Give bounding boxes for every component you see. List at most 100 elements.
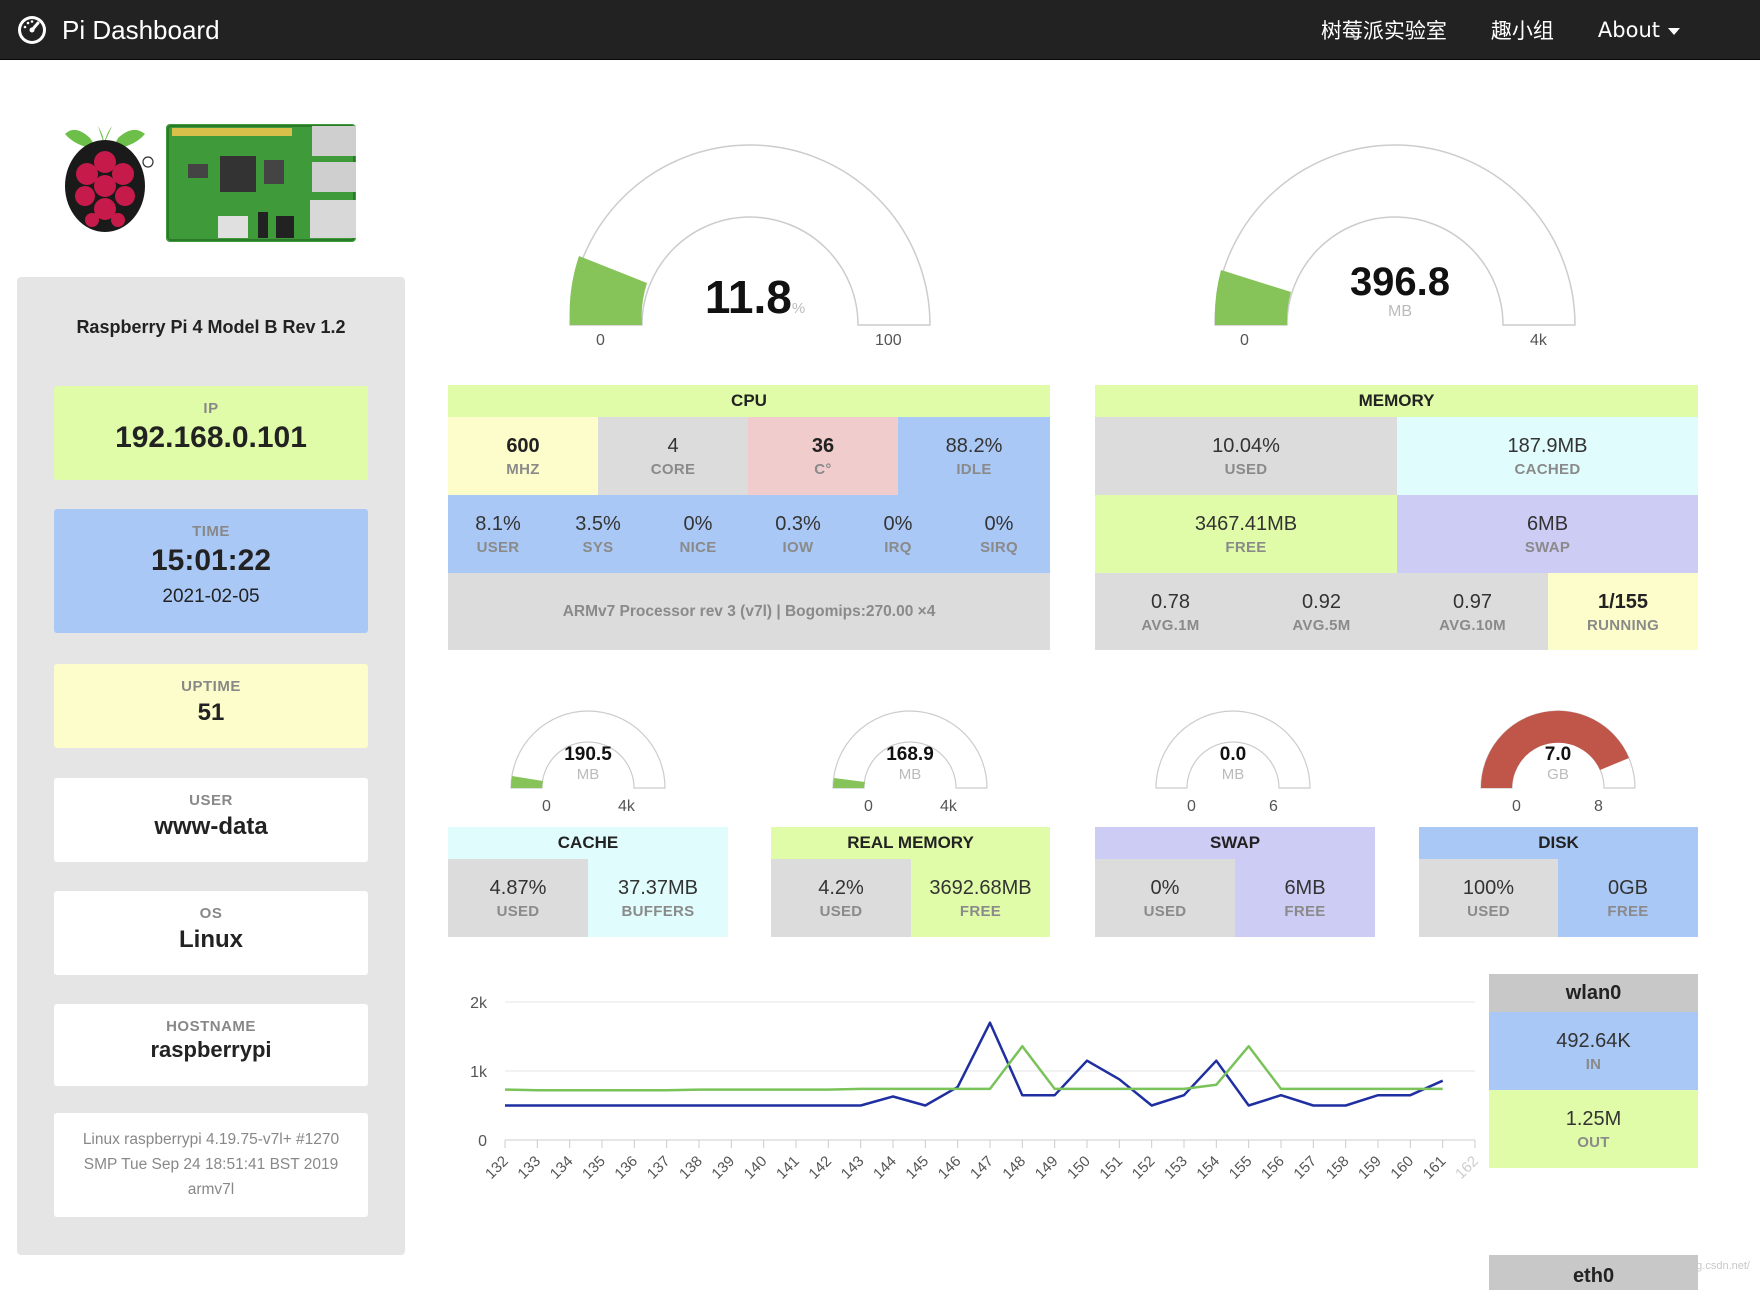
cache-gauge-min: 0 (542, 798, 551, 815)
hostname-value: raspberrypi (150, 1037, 272, 1062)
uptime-value: 51 (197, 699, 225, 726)
cpu-mhz-label: MHZ (506, 461, 540, 478)
chart-x-tick-label: 145 (902, 1153, 932, 1183)
os-label: OS (199, 905, 223, 922)
real-memory-free-value: 3692.68MB (929, 877, 1032, 899)
cpu-stat-user-value: 8.1% (475, 513, 521, 535)
dashboard-gauge-icon (18, 16, 46, 44)
brand[interactable]: Pi Dashboard (16, 0, 220, 60)
disk-used: 100% USED (1419, 859, 1558, 937)
nav-link-lab[interactable]: 树莓派实验室 (1320, 19, 1447, 43)
chart-y-tick-label: 2k (470, 995, 488, 1012)
swap-title: SWAP (1095, 827, 1375, 859)
cpu-stats-row: 8.1% USER 3.5% SYS 0% NICE 0.3% IOW 0% IRQ 0%… (448, 495, 1050, 573)
cache-buffers: 37.37MB BUFFERS (588, 859, 728, 937)
chart-x-tick-label: 143 (838, 1153, 868, 1183)
memory-table: MEMORY 10.04% USED 187.9MB CACHED 3467.4… (1095, 385, 1698, 650)
cache-gauge: 190.5 MB 0 4k (508, 706, 668, 815)
os-value: Linux (179, 926, 243, 953)
memory-gauge-fill (1214, 270, 1291, 325)
brand-title: Pi Dashboard (62, 14, 220, 45)
chart-series-line-2 (504, 1044, 1443, 1092)
cpu-stat-irq: 0% IRQ (848, 495, 948, 556)
memory-avg5-label: AVG.5M (1292, 617, 1351, 634)
real-memory-title: REAL MEMORY (771, 827, 1050, 859)
memory-gauge-min: 0 (1240, 332, 1249, 349)
os-card: OS Linux (54, 891, 368, 975)
cpu-stat-sys-value: 3.5% (575, 513, 621, 535)
hostname-label: HOSTNAME (166, 1018, 256, 1035)
cpu-stat-irq-label: IRQ (884, 539, 912, 556)
cpu-stat-sys-label: SYS (582, 539, 614, 556)
real-memory-free: 3692.68MB FREE (911, 859, 1050, 937)
ip-card: IP 192.168.0.101 (54, 386, 368, 480)
cpu-stat-iow-value: 0.3% (775, 513, 821, 535)
chart-x-tick-label: 138 (676, 1153, 706, 1183)
chart-x-tick-label: 161 (1420, 1153, 1450, 1183)
cpu-gauge-min: 0 (596, 332, 605, 349)
nav-link-group[interactable]: 趣小组 (1490, 19, 1554, 43)
cpu-gauge-fill (569, 256, 647, 325)
cache-buffers-value: 37.37MB (617, 877, 699, 899)
nav-link-about[interactable]: About (1598, 18, 1680, 42)
nav-about-label: About (1597, 18, 1660, 42)
cpu-temp-value: 36 (811, 435, 835, 457)
cpu-stat-nice: 0% NICE (648, 495, 748, 556)
memory-used: 10.04% USED (1095, 417, 1397, 495)
user-value: www-data (154, 813, 268, 840)
cpu-stat-irq-value: 0% (883, 513, 913, 535)
memory-avg1-value: 0.78 (1151, 591, 1190, 613)
chart-series-line-1 (505, 1021, 1444, 1107)
memory-avg10-value: 0.97 (1453, 591, 1492, 613)
raspberry-pi-logo-icon (65, 126, 154, 232)
real-memory-gauge-value: 168.9 (886, 744, 934, 765)
cpu-stat-iow-label: IOW (782, 539, 814, 556)
ip-label: IP (203, 400, 219, 417)
cpu-idle-label: IDLE (956, 461, 992, 478)
chart-x-tick-label: 133 (514, 1153, 544, 1183)
swap-free-value: 6MB (1284, 877, 1326, 899)
pi-board-image-icon (166, 124, 356, 242)
ip-value: 192.168.0.101 (115, 421, 307, 454)
eth0-header[interactable]: eth0 (1489, 1255, 1698, 1290)
disk-table: DISK 100% USED 0GB FREE (1419, 827, 1698, 937)
swap-gauge-max: 6 (1269, 798, 1278, 815)
cpu-stat-nice-value: 0% (683, 513, 713, 535)
wlan0-name: wlan0 (1565, 982, 1622, 1004)
cpu-temp-label: C° (814, 461, 832, 478)
cache-used-value: 4.87% (489, 877, 547, 899)
wlan0-out-value: 1.25M (1565, 1108, 1622, 1130)
swap-used-label: USED (1143, 903, 1187, 920)
cpu-gauge: 11.8% 0 100 (565, 140, 945, 349)
cpu-title: CPU (448, 385, 1050, 417)
swap-used: 0% USED (1095, 859, 1235, 937)
real-memory-gauge-fill (833, 778, 865, 788)
disk-free-value: 0GB (1607, 877, 1649, 899)
memory-running-value: 1/155 (1597, 591, 1649, 613)
chart-x-tick-label: 139 (708, 1153, 738, 1183)
memory-running-label: RUNNING (1586, 617, 1660, 634)
disk-used-value: 100% (1462, 877, 1515, 899)
cache-gauge-max: 4k (618, 798, 635, 815)
cpu-table: CPU 600 MHZ 4 CORE 36 C° 88.2% IDLE 8.1%… (448, 385, 1050, 650)
cpu-gauge-max: 100 (875, 332, 902, 349)
chart-x-tick-label: 142 (805, 1153, 835, 1183)
memory-avg10: 0.97 AVG.10M (1397, 573, 1548, 650)
chart-x-tick-label: 134 (547, 1153, 577, 1183)
cpu-core: 4 CORE (598, 417, 748, 495)
memory-avg5-value: 0.92 (1302, 591, 1341, 613)
disk-used-label: USED (1467, 903, 1510, 920)
real-memory-used-value: 4.2% (818, 877, 864, 899)
cpu-stat-sirq-value: 0% (984, 513, 1014, 535)
navbar: Pi Dashboard 树莓派实验室 趣小组 About (0, 0, 1760, 60)
chart-x-tick-label: 146 (935, 1153, 965, 1183)
wlan0-header[interactable]: wlan0 (1489, 974, 1698, 1012)
caret-down-icon (1668, 27, 1680, 35)
swap-gauge-unit: MB (1221, 766, 1245, 783)
kernel-value: Linux raspberrypi 4.19.75-v7l+ #1270 SMP… (82, 1131, 340, 1198)
memory-used-label: USED (1224, 461, 1268, 478)
memory-free: 3467.41MB FREE (1095, 495, 1397, 573)
uptime-label: UPTIME (181, 678, 241, 695)
chart-x-tick-label: 147 (967, 1153, 997, 1183)
cpu-temp: 36 C° (748, 417, 898, 495)
